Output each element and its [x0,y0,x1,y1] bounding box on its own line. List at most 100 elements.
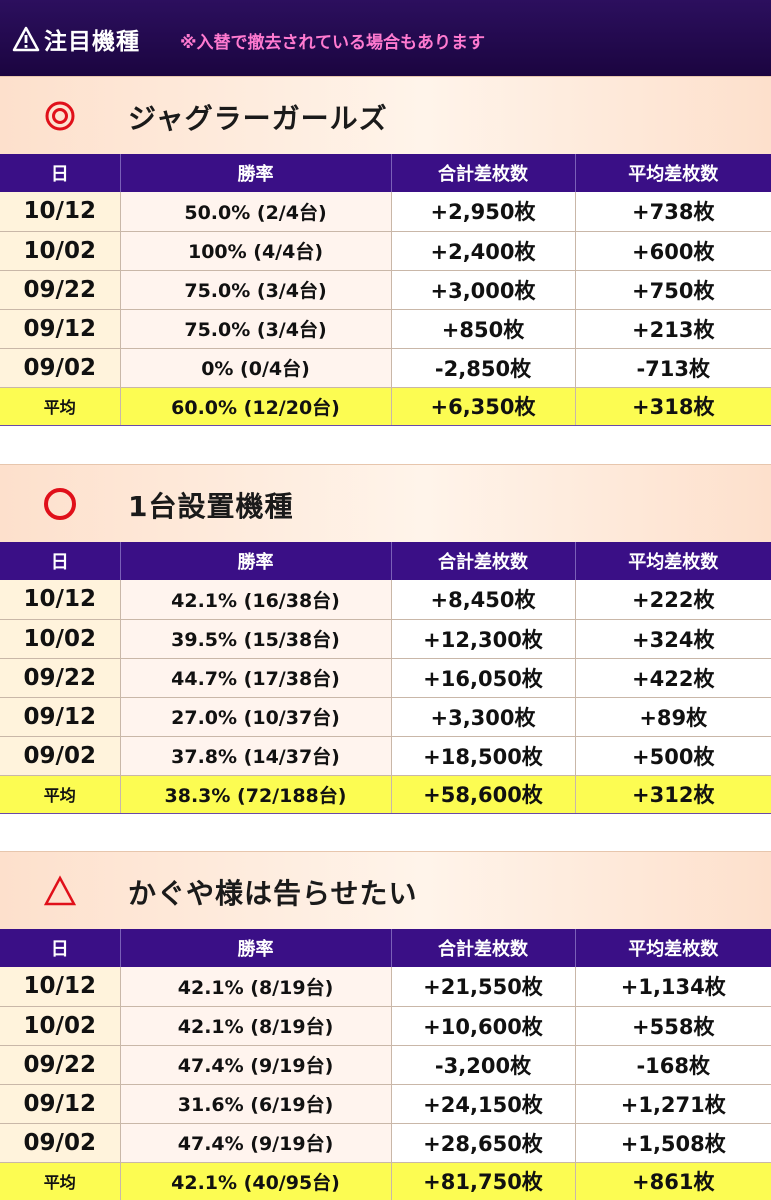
cell-win-rate: 60.0% (12/20台) [120,387,392,426]
table-row: 10/12 42.1% (8/19台) +21,550枚 +1,134枚 [0,967,771,1007]
cell-win-rate: 42.1% (8/19台) [120,1006,392,1046]
table-row: 09/02 0% (0/4台) -2,850枚 -713枚 [0,348,771,388]
cell-date: 09/12 [0,309,121,349]
col-header-total: 合計差枚数 [391,542,576,580]
table-row: 10/02 42.1% (8/19台) +10,600枚 +558枚 [0,1006,771,1046]
cell-avg-diff: +500枚 [575,736,771,776]
table-header-row: 日勝率 合計差枚数 平均差枚数 [0,929,771,967]
double-circle-icon [40,96,80,136]
stats-table: 日勝率 合計差枚数 平均差枚数 10/12 42.1% (8/19台) +21,550枚 +… [0,929,771,1200]
table-row: 10/12 42.1% (16/38台) +8,450枚 +222枚 [0,580,771,620]
cell-win-rate: 42.1% (16/38台) [120,580,392,620]
cell-total-diff: +6,350枚 [391,387,576,426]
table-row: 09/22 47.4% (9/19台) -3,200枚 -168枚 [0,1045,771,1085]
cell-win-rate: 0% (0/4台) [120,348,392,388]
cell-date: 10/02 [0,619,121,659]
machine-section: ジャグラーガールズ日勝率 合計差枚数 平均差枚数 10/12 50.0% (2/4台) +… [0,76,771,426]
section-title: 1台設置機種 [128,490,294,523]
cell-win-rate: 27.0% (10/37台) [120,697,392,737]
table-row: 09/12 31.6% (6/19台) +24,150枚 +1,271枚 [0,1084,771,1124]
cell-date: 10/02 [0,1006,121,1046]
cell-date: 09/12 [0,697,121,737]
table-row: 09/22 75.0% (3/4台) +3,000枚 +750枚 [0,270,771,310]
cell-total-diff: +12,300枚 [391,619,576,659]
section-header: ジャグラーガールズ [0,76,771,154]
cell-total-diff: -3,200枚 [391,1045,576,1085]
col-header-date: 日 [0,542,121,580]
cell-total-diff: +8,450枚 [391,580,576,620]
cell-avg-diff: +89枚 [575,697,771,737]
cell-date: 10/12 [0,967,121,1007]
cell-total-diff: +3,000枚 [391,270,576,310]
top-banner: 注目機種 ※入替で撤去されている場合もあります [0,0,771,76]
cell-avg-diff: -713枚 [575,348,771,388]
col-header-avg: 平均差枚数 [575,929,771,967]
cell-win-rate: 42.1% (8/19台) [120,967,392,1007]
machine-section: かぐや様は告らせたい日勝率 合計差枚数 平均差枚数 10/12 42.1% (8/19台… [0,851,771,1200]
table-row: 09/22 44.7% (17/38台) +16,050枚 +422枚 [0,658,771,698]
average-row: 平均 60.0% (12/20台) +6,350枚 +318枚 [0,387,771,426]
cell-average-label: 平均 [0,1162,121,1200]
cell-total-diff: +81,750枚 [391,1162,576,1200]
col-header-total: 合計差枚数 [391,154,576,192]
cell-avg-diff: +558枚 [575,1006,771,1046]
cell-avg-diff: +750枚 [575,270,771,310]
cell-win-rate: 47.4% (9/19台) [120,1123,392,1163]
cell-avg-diff: +222枚 [575,580,771,620]
cell-total-diff: +850枚 [391,309,576,349]
table-row: 10/02 39.5% (15/38台) +12,300枚 +324枚 [0,619,771,659]
cell-total-diff: +18,500枚 [391,736,576,776]
cell-win-rate: 50.0% (2/4台) [120,192,392,232]
cell-avg-diff: +1,271枚 [575,1084,771,1124]
cell-avg-diff: +422枚 [575,658,771,698]
cell-avg-diff: +324枚 [575,619,771,659]
col-header-date: 日 [0,929,121,967]
cell-total-diff: +16,050枚 [391,658,576,698]
cell-date: 09/02 [0,1123,121,1163]
cell-avg-diff: -168枚 [575,1045,771,1085]
cell-avg-diff: +318枚 [575,387,771,426]
cell-avg-diff: +1,508枚 [575,1123,771,1163]
table-row: 09/02 37.8% (14/37台) +18,500枚 +500枚 [0,736,771,776]
cell-avg-diff: +738枚 [575,192,771,232]
table-row: 09/02 47.4% (9/19台) +28,650枚 +1,508枚 [0,1123,771,1163]
section-header: 1台設置機種 [0,464,771,542]
stats-table: 日勝率 合計差枚数 平均差枚数 10/12 42.1% (16/38台) +8,450枚 +… [0,542,771,814]
col-header-rate: 勝率 [120,542,392,580]
cell-date: 09/02 [0,736,121,776]
cell-win-rate: 37.8% (14/37台) [120,736,392,776]
banner-note: ※入替で撤去されている場合もあります [180,33,486,53]
cell-total-diff: +24,150枚 [391,1084,576,1124]
col-header-date: 日 [0,154,121,192]
section-title: ジャグラーガールズ [128,102,388,135]
section-title: かぐや様は告らせたい [128,877,418,910]
cell-total-diff: +2,950枚 [391,192,576,232]
cell-total-diff: +28,650枚 [391,1123,576,1163]
cell-date: 09/02 [0,348,121,388]
cell-date: 10/12 [0,580,121,620]
cell-avg-diff: +600枚 [575,231,771,271]
cell-total-diff: +3,300枚 [391,697,576,737]
cell-date: 09/22 [0,1045,121,1085]
cell-win-rate: 75.0% (3/4台) [120,270,392,310]
col-header-avg: 平均差枚数 [575,154,771,192]
cell-avg-diff: +861枚 [575,1162,771,1200]
table-row: 10/12 50.0% (2/4台) +2,950枚 +738枚 [0,192,771,232]
cell-win-rate: 75.0% (3/4台) [120,309,392,349]
average-row: 平均 42.1% (40/95台) +81,750枚 +861枚 [0,1162,771,1200]
cell-average-label: 平均 [0,775,121,814]
cell-avg-diff: +1,134枚 [575,967,771,1007]
cell-win-rate: 44.7% (17/38台) [120,658,392,698]
table-row: 09/12 75.0% (3/4台) +850枚 +213枚 [0,309,771,349]
stats-table: 日勝率 合計差枚数 平均差枚数 10/12 50.0% (2/4台) +2,950枚 +73… [0,154,771,426]
cell-win-rate: 100% (4/4台) [120,231,392,271]
cell-date: 10/02 [0,231,121,271]
table-row: 10/02 100% (4/4台) +2,400枚 +600枚 [0,231,771,271]
cell-win-rate: 47.4% (9/19台) [120,1045,392,1085]
cell-win-rate: 31.6% (6/19台) [120,1084,392,1124]
col-header-rate: 勝率 [120,929,392,967]
section-header: かぐや様は告らせたい [0,851,771,929]
cell-average-label: 平均 [0,387,121,426]
triangle-icon [40,871,80,911]
cell-avg-diff: +213枚 [575,309,771,349]
